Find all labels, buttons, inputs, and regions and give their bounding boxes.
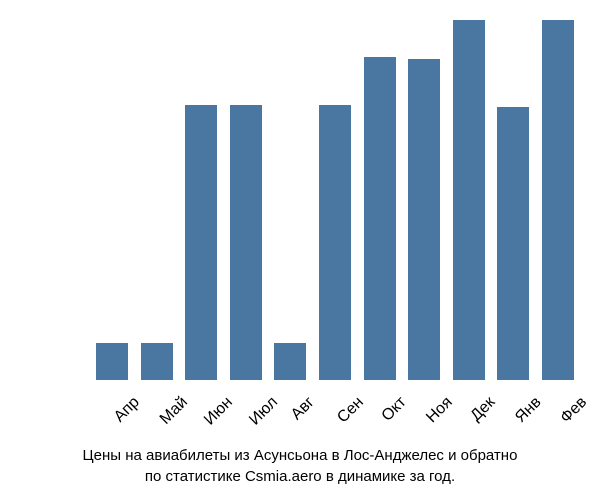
- x-tick-label: Янв: [512, 394, 545, 427]
- bar: [542, 20, 574, 380]
- x-tick-label: Май: [157, 394, 192, 429]
- x-tick-label: Фев: [557, 394, 591, 428]
- bar: [185, 105, 217, 380]
- x-tick-label: Авг: [288, 394, 318, 424]
- bar: [96, 343, 128, 380]
- x-tick-label: Ноя: [423, 394, 456, 427]
- bar: [408, 59, 440, 380]
- bar: [319, 105, 351, 380]
- bar: [364, 57, 396, 380]
- bar: [230, 105, 262, 380]
- caption-line-2: по статистике Csmia.aero в динамике за г…: [0, 466, 600, 487]
- x-tick-label: Сен: [334, 394, 367, 427]
- bar: [141, 343, 173, 380]
- chart-caption: Цены на авиабилеты из Асунсьона в Лос-Ан…: [0, 445, 600, 487]
- chart-area: [90, 10, 580, 380]
- x-tick-label: Окт: [378, 394, 410, 426]
- x-tick-label: Дек: [467, 394, 499, 426]
- x-tick-label: Июл: [246, 394, 282, 430]
- bar: [453, 20, 485, 380]
- x-axis: АпрМайИюнИюлАвгСенОктНояДекЯнвФев: [90, 385, 580, 440]
- bar: [497, 107, 529, 380]
- bar: [274, 343, 306, 380]
- x-tick-label: Апр: [111, 394, 144, 427]
- caption-line-1: Цены на авиабилеты из Асунсьона в Лос-Ан…: [0, 445, 600, 466]
- plot-area: [90, 10, 580, 380]
- x-tick-label: Июн: [201, 394, 237, 430]
